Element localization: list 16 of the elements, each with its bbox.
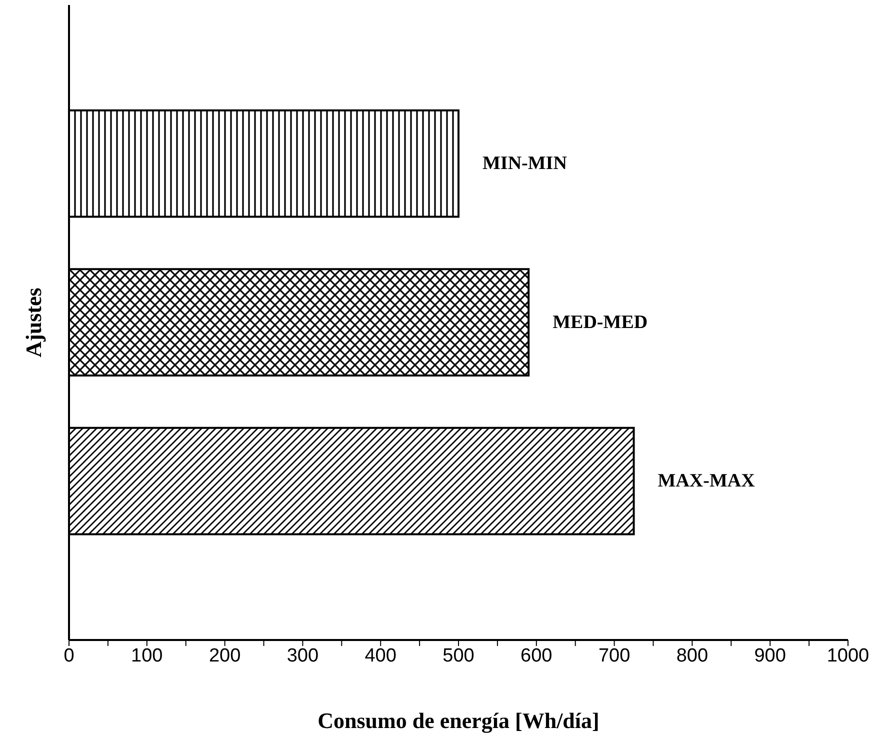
- x-tick-label: 400: [364, 645, 396, 666]
- x-tick-label: 600: [520, 645, 552, 666]
- x-tick-label: 300: [286, 645, 319, 666]
- x-tick-label: 1000: [826, 645, 870, 666]
- x-tick-label: 100: [131, 645, 163, 666]
- y-axis-title: Ajustes: [20, 287, 46, 358]
- x-axis-title: Consumo de energía [Wh/día]: [318, 708, 600, 733]
- y-tick-label: MAX-MAX: [658, 470, 756, 492]
- x-tick-label: 900: [754, 645, 786, 666]
- x-tick-label: 0: [64, 645, 74, 666]
- x-tick-label: 200: [208, 645, 241, 666]
- x-tick-label: 500: [442, 645, 474, 666]
- x-tick-label: 800: [676, 645, 708, 666]
- y-tick-label: MED-MED: [552, 312, 648, 333]
- y-tick-label: MIN-MIN: [482, 153, 568, 174]
- x-tick-label: 700: [598, 645, 630, 666]
